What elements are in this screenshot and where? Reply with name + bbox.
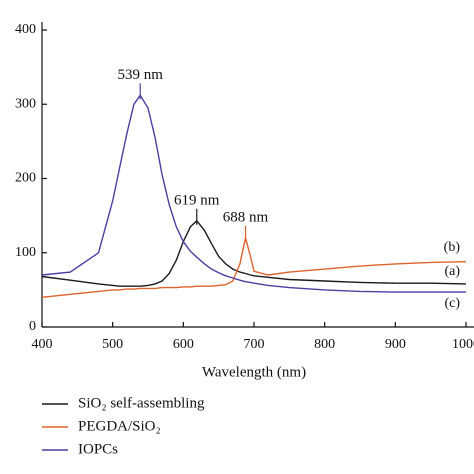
- legend-label: SiO₂ self-assembling: [78, 395, 205, 411]
- x-tick-label: 400: [32, 337, 53, 352]
- legend-label: PEGDA/SiO₂: [78, 418, 161, 434]
- y-tick-label: 100: [15, 245, 36, 260]
- x-tick-label: 700: [244, 337, 265, 352]
- series-line: [41, 237, 467, 298]
- x-tick-label: 900: [385, 337, 406, 352]
- legend-label: IOPCs: [78, 441, 118, 457]
- y-tick-label: 0: [29, 319, 36, 334]
- y-tick-label: 300: [15, 96, 36, 111]
- curve-label: (c): [444, 296, 460, 311]
- x-tick-label: 1000: [452, 337, 474, 352]
- series-line: [41, 94, 466, 293]
- peak-label: 539 nm: [118, 67, 164, 83]
- x-tick-label: 800: [314, 337, 335, 352]
- curve-label: (b): [444, 240, 461, 255]
- curve-label: (a): [444, 264, 460, 279]
- x-tick-label: 600: [173, 337, 194, 352]
- series-line: [41, 219, 467, 287]
- peak-label: 619 nm: [174, 192, 220, 208]
- peak-label: 688 nm: [223, 209, 269, 225]
- x-tick-label: 500: [102, 337, 123, 352]
- x-axis-label: Wavelength (nm): [202, 364, 306, 380]
- y-tick-label: 200: [15, 171, 36, 186]
- y-tick-label: 400: [15, 22, 36, 37]
